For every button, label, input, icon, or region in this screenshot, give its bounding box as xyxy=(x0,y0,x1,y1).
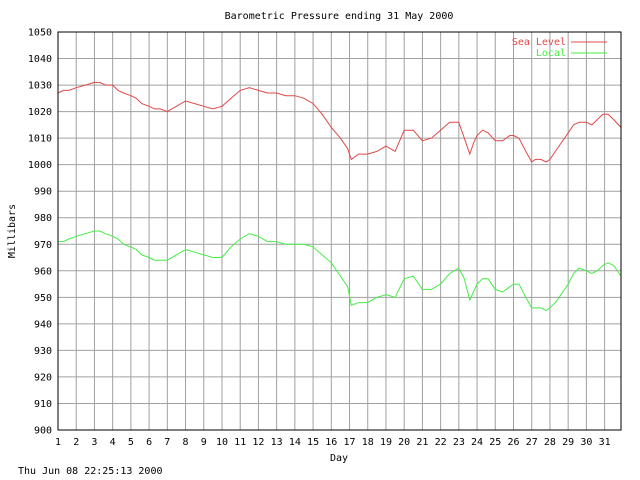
x-tick-label: 25 xyxy=(489,437,501,448)
x-tick-label: 18 xyxy=(362,437,374,448)
y-tick-label: 1010 xyxy=(28,134,52,145)
y-tick-label: 930 xyxy=(34,346,52,357)
y-tick-label: 950 xyxy=(34,293,52,304)
y-axis-tick-labels: 900 910 920 930 940 950 960 970 980 990 1000 1010 10… xyxy=(28,28,52,437)
y-tick-label: 1040 xyxy=(28,54,52,65)
x-tick-label: 26 xyxy=(507,437,519,448)
x-tick-label: 9 xyxy=(201,437,207,448)
x-tick-label: 29 xyxy=(562,437,574,448)
x-tick-label: 27 xyxy=(526,437,538,448)
plot-frame xyxy=(57,31,622,431)
x-axis-label: Day xyxy=(330,453,348,464)
x-tick-label: 10 xyxy=(216,437,228,448)
x-tick-label: 21 xyxy=(416,437,428,448)
x-tick-label: 16 xyxy=(325,437,337,448)
x-tick-label: 30 xyxy=(580,437,592,448)
x-tick-label: 8 xyxy=(183,437,189,448)
x-tick-label: 7 xyxy=(164,437,170,448)
x-tick-label: 15 xyxy=(307,437,319,448)
y-tick-label: 970 xyxy=(34,240,52,251)
x-tick-label: 11 xyxy=(234,437,246,448)
x-tick-label: 6 xyxy=(146,437,152,448)
y-tick-label: 980 xyxy=(34,213,52,224)
x-tick-label: 5 xyxy=(128,437,134,448)
x-tick-label: 28 xyxy=(544,437,556,448)
x-tick-label: 2 xyxy=(73,437,79,448)
x-tick-label: 24 xyxy=(471,437,483,448)
y-tick-label: 1020 xyxy=(28,107,52,118)
generated-timestamp: Thu Jun 08 22:25:13 2000 xyxy=(18,466,163,477)
x-tick-label: 14 xyxy=(289,437,301,448)
x-tick-label: 12 xyxy=(252,437,264,448)
y-tick-label: 1030 xyxy=(28,81,52,92)
x-tick-label: 3 xyxy=(91,437,97,448)
x-tick-label: 13 xyxy=(271,437,283,448)
x-tick-label: 17 xyxy=(343,437,355,448)
y-axis-label: Millibars xyxy=(7,204,18,258)
x-tick-label: 1 xyxy=(55,437,61,448)
y-tick-label: 940 xyxy=(34,319,52,330)
x-tick-label: 19 xyxy=(380,437,392,448)
x-tick-label: 22 xyxy=(435,437,447,448)
x-tick-label: 23 xyxy=(453,437,465,448)
legend-label: Sea Level xyxy=(512,37,566,48)
series-lines xyxy=(57,81,622,312)
series-line-local xyxy=(58,230,622,312)
x-axis-tick-labels: 1 2 3 4 5 6 7 8 9 10 11 12 13 14 15 16 17 18 19 20 21 22 23 24 2… xyxy=(55,437,611,448)
y-tick-label: 1000 xyxy=(28,160,52,171)
series-line-sea-level xyxy=(57,81,622,163)
gridlines xyxy=(57,31,621,431)
y-tick-label: 1050 xyxy=(28,28,52,39)
y-tick-label: 900 xyxy=(34,426,52,437)
x-tick-label: 31 xyxy=(599,437,611,448)
y-tick-label: 990 xyxy=(34,187,52,198)
legend-label: Local xyxy=(536,48,566,59)
x-tick-label: 4 xyxy=(110,437,116,448)
chart-title: Barometric Pressure ending 31 May 2000 xyxy=(225,11,454,22)
y-tick-label: 910 xyxy=(34,399,52,410)
x-tick-label: 20 xyxy=(398,437,410,448)
y-tick-label: 920 xyxy=(34,372,52,383)
y-tick-label: 960 xyxy=(34,266,52,277)
